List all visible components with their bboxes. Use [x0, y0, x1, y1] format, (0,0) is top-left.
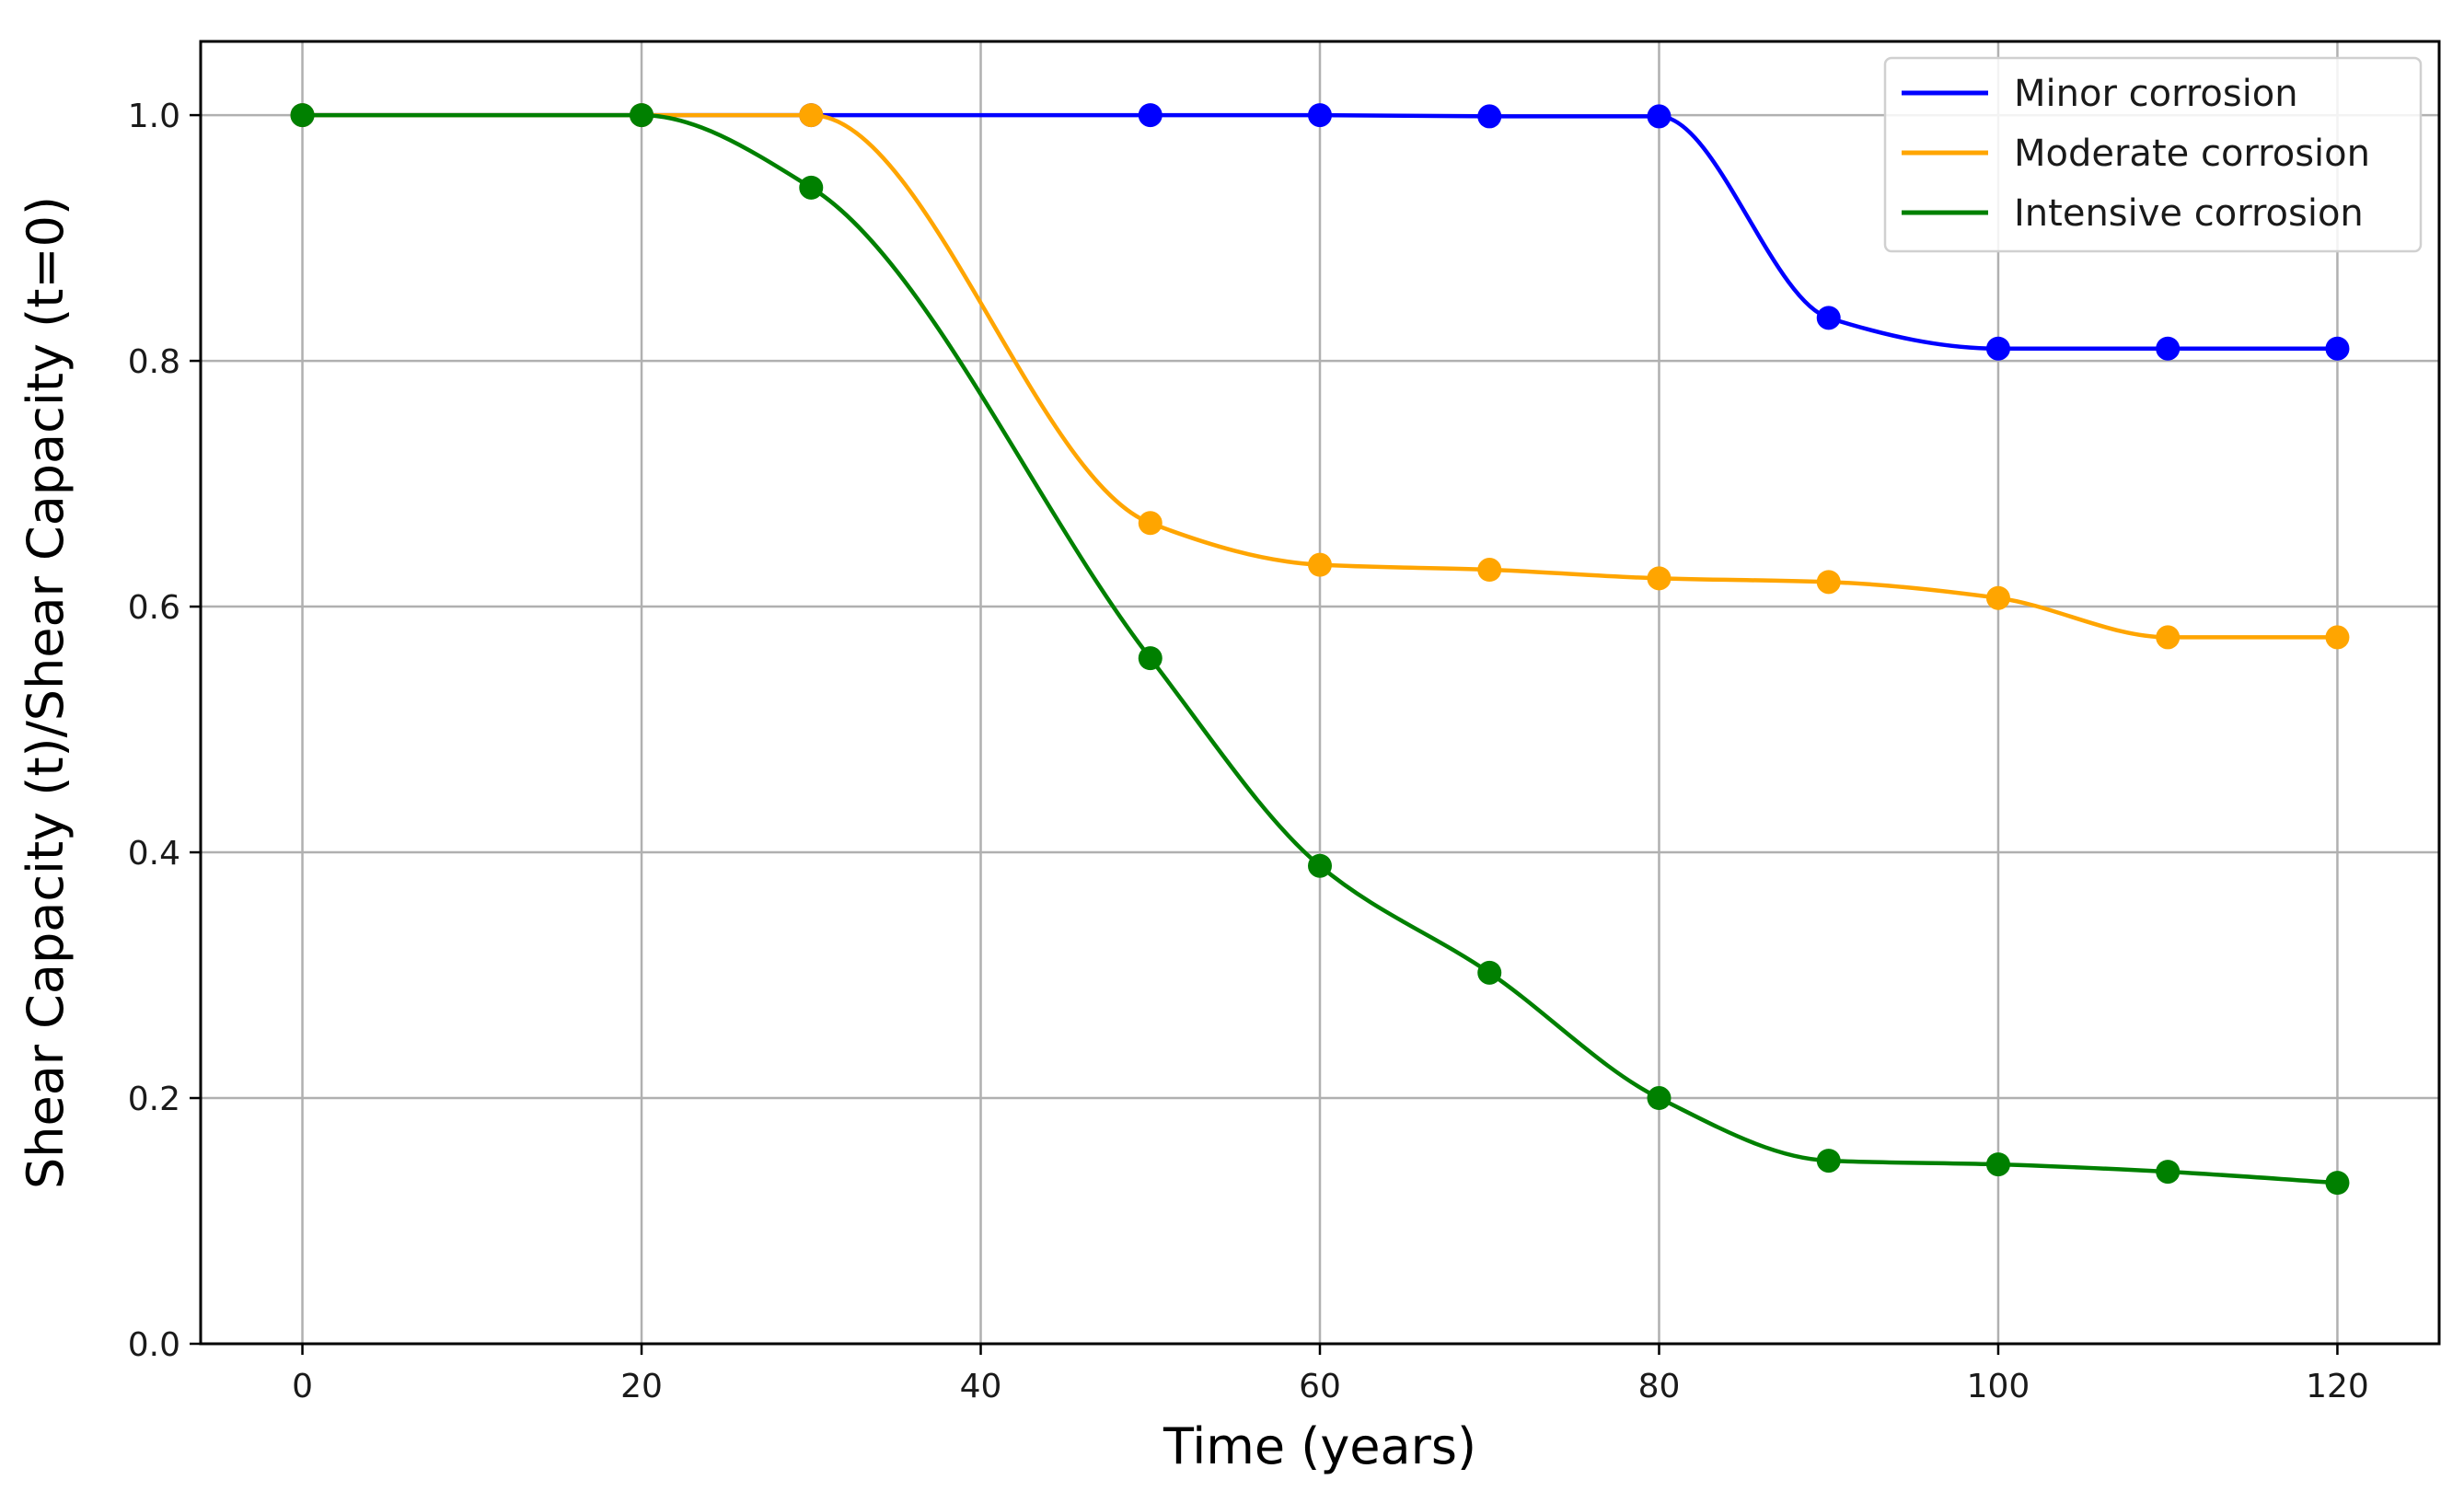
data-point-intensive-corrosion	[290, 103, 315, 128]
y-axis-label: Shear Capacity (t)/Shear Capacity (t=0)	[17, 196, 75, 1189]
legend-box	[1883, 56, 2423, 253]
x-tick-label: 120	[2306, 1368, 2369, 1405]
series-intensive-corrosion	[290, 103, 2350, 1196]
data-point-minor-corrosion	[1647, 104, 1672, 129]
data-point-minor-corrosion	[2325, 336, 2350, 361]
data-point-moderate-corrosion	[1308, 552, 1332, 577]
data-point-intensive-corrosion	[799, 175, 824, 200]
data-point-minor-corrosion	[1138, 103, 1163, 128]
series-line-moderate-corrosion	[302, 112, 2338, 640]
legend-entry-label: Intensive corrosion	[2014, 192, 2364, 235]
data-point-intensive-corrosion	[1308, 853, 1332, 878]
series-layer	[290, 103, 2350, 1196]
y-tick-label: 0.8	[128, 343, 180, 381]
data-point-moderate-corrosion	[2156, 625, 2181, 650]
data-point-minor-corrosion	[1308, 103, 1332, 128]
x-tick-label: 60	[1299, 1368, 1341, 1405]
x-tick-label: 80	[1638, 1368, 1681, 1405]
data-point-intensive-corrosion	[630, 103, 654, 128]
x-axis-label: Time (years)	[1163, 1417, 1476, 1475]
data-point-moderate-corrosion	[1477, 558, 1502, 583]
data-point-intensive-corrosion	[1647, 1086, 1672, 1111]
x-tick-label: 0	[292, 1368, 313, 1405]
data-point-moderate-corrosion	[799, 103, 824, 128]
data-point-intensive-corrosion	[1138, 646, 1163, 671]
legend: Minor corrosion Moderate corrosion Intensi…	[1883, 56, 2423, 253]
x-tick-label: 20	[620, 1368, 663, 1405]
data-point-intensive-corrosion	[1477, 960, 1502, 985]
data-point-minor-corrosion	[1477, 104, 1502, 129]
legend-entry-label: Minor corrosion	[2014, 73, 2298, 115]
x-tick-label: 100	[1967, 1368, 2030, 1405]
data-point-moderate-corrosion	[1647, 566, 1672, 591]
data-point-minor-corrosion	[1816, 306, 1841, 330]
y-tick-label: 0.4	[128, 835, 180, 873]
y-tick-label: 1.0	[128, 98, 180, 135]
data-point-intensive-corrosion	[2325, 1171, 2350, 1196]
axis-ticks: 0 20 40 60 80 100 120 0.0 0.2 0.4 0.6 0.8 1.0	[128, 98, 2369, 1405]
legend-entry-label: Moderate corrosion	[2014, 133, 2370, 175]
data-point-minor-corrosion	[2156, 336, 2181, 361]
data-point-moderate-corrosion	[1816, 570, 1841, 595]
data-point-moderate-corrosion	[1985, 585, 2010, 610]
data-point-intensive-corrosion	[1816, 1149, 1841, 1173]
data-point-moderate-corrosion	[2325, 625, 2350, 650]
data-point-minor-corrosion	[1985, 336, 2010, 361]
data-point-intensive-corrosion	[1985, 1152, 2010, 1177]
x-tick-label: 40	[960, 1368, 1002, 1405]
y-tick-label: 0.0	[128, 1326, 180, 1364]
data-point-intensive-corrosion	[2156, 1160, 2181, 1185]
y-tick-label: 0.6	[128, 589, 180, 627]
data-point-moderate-corrosion	[1138, 511, 1163, 536]
y-tick-label: 0.2	[128, 1081, 180, 1118]
